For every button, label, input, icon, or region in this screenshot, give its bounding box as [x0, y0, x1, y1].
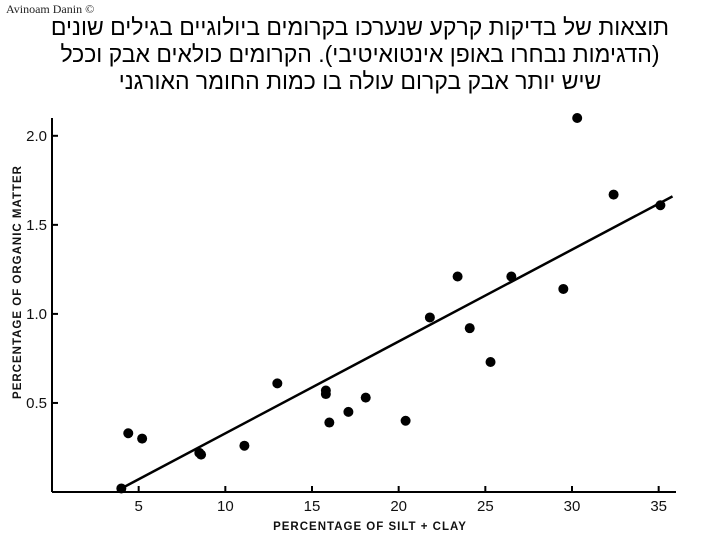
- x-tick-label: 20: [390, 498, 407, 515]
- x-tick-label: 35: [650, 498, 667, 515]
- data-point: [196, 449, 207, 460]
- data-point: [572, 113, 583, 123]
- trend-line: [120, 195, 674, 490]
- y-axis-title: PERCENTAGE OF ORGANIC MATTER: [12, 165, 24, 399]
- data-point: [360, 392, 371, 403]
- x-tick-label: 25: [477, 498, 494, 515]
- caption-line-2: (הדגימות נבחרו באופן אינטואיטיבי). הקרומ…: [60, 41, 660, 67]
- y-tick-label: 2.0: [26, 128, 47, 145]
- y-tick-label: 1.0: [26, 306, 47, 323]
- x-tick-label: 30: [564, 498, 581, 515]
- data-points: [116, 113, 666, 494]
- y-axis-ticks: 0.5 1.0 1.5 2.0: [26, 128, 58, 412]
- x-tick-label: 5: [134, 498, 142, 515]
- x-tick-label: 10: [217, 498, 234, 515]
- data-point: [608, 189, 619, 200]
- y-tick-label: 1.5: [26, 217, 47, 234]
- data-point: [424, 312, 435, 323]
- data-point: [272, 378, 283, 389]
- figure-caption: תוצאות של בדיקות קרקע שנערכו בקרומים ביו…: [0, 14, 720, 95]
- data-point: [116, 483, 127, 494]
- x-tick-label: 15: [304, 498, 321, 515]
- data-point: [464, 323, 475, 334]
- data-point: [239, 440, 250, 451]
- data-point: [324, 417, 335, 428]
- data-point: [655, 200, 666, 211]
- data-point: [558, 283, 569, 294]
- data-point: [137, 433, 148, 444]
- data-point: [452, 271, 463, 282]
- x-axis-title: PERCENTAGE OF SILT + CLAY: [273, 521, 467, 533]
- copyright-credit: Avinoam Danin ©: [6, 2, 95, 16]
- data-point: [400, 415, 411, 426]
- x-axis-ticks: 5 10 15 20 25 30 35: [134, 486, 667, 515]
- data-point: [485, 356, 496, 367]
- caption-line-3: שיש יותר אבק בקרום עולה בו כמות החומר הא…: [118, 68, 602, 94]
- data-point: [123, 428, 134, 439]
- y-tick-label: 0.5: [26, 395, 47, 412]
- data-point: [343, 406, 354, 417]
- data-point: [506, 271, 517, 282]
- caption-line-1: תוצאות של בדיקות קרקע שנערכו בקרומים ביו…: [50, 14, 670, 40]
- data-point: [320, 389, 331, 400]
